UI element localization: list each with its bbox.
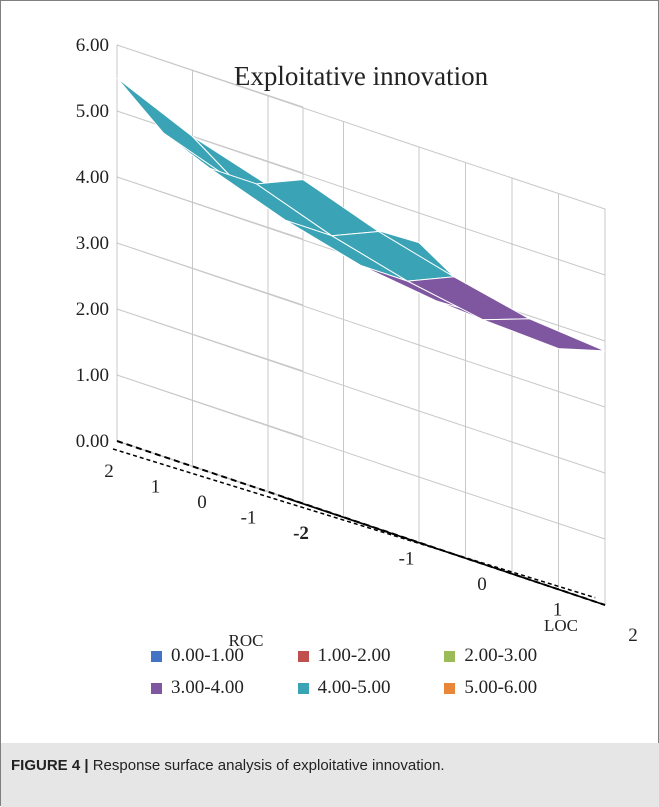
legend-item: 2.00-3.00 [444, 645, 591, 667]
legend-swatch [297, 650, 309, 662]
y-axis-ticks: -1 0 1 2 [399, 549, 638, 647]
z-tick-label: 6.00 [76, 35, 109, 56]
chart-legend: 0.00-1.00 1.00-2.00 2.00-3.00 3.00-4.00 4.0… [151, 645, 591, 709]
y-tick-label: 1 [553, 600, 563, 621]
floor-reference-line [116, 440, 606, 606]
x-tick-label: 0 [197, 492, 207, 513]
legend-swatch [444, 682, 456, 694]
chart-title: Exploitative innovation [234, 61, 489, 91]
legend-swatch [297, 682, 309, 694]
legend-swatch [444, 650, 456, 662]
surface-cell [116, 77, 240, 186]
caption-text: FIGURE 4 | Response surface analysis of … [11, 757, 445, 774]
legend-item: 4.00-5.00 [297, 677, 445, 699]
surface-cell [482, 318, 606, 352]
wall-grid-line [116, 110, 606, 276]
x-tick-label: 1 [151, 477, 161, 498]
legend-item: 1.00-2.00 [297, 645, 445, 667]
y-tick-label: 0 [477, 574, 487, 595]
wall-grid-line [116, 374, 606, 540]
legend-label: 3.00-4.00 [171, 677, 244, 698]
legend-swatch [151, 682, 162, 694]
z-tick-label: 5.00 [76, 101, 109, 122]
figure-caption: FIGURE 4 | Response surface analysis of … [1, 743, 659, 807]
wall-grid-line [116, 308, 606, 474]
legend-item: 5.00-6.00 [444, 677, 591, 699]
legend-item: 0.00-1.00 [151, 645, 298, 667]
legend-swatch [151, 650, 162, 662]
response-surface [116, 77, 606, 352]
x-axis-title: ROC [229, 631, 264, 650]
z-tick-label: 1.00 [76, 365, 109, 386]
legend-label: 0.00-1.00 [171, 645, 244, 666]
surface-chart: Exploitative innovation 0.00 1.00 2.00 3.00… [76, 35, 638, 650]
caption-body: Response surface analysis of exploitativ… [88, 757, 445, 774]
x-axis-ticks: 2 1 0 -1 -2 [104, 461, 309, 544]
y-axis-title: LOC [544, 616, 578, 635]
z-tick-label: 0.00 [76, 431, 109, 452]
z-tick-label: 2.00 [76, 299, 109, 320]
caption-label: FIGURE 4 | [11, 757, 89, 774]
x-tick-label: -1 [241, 508, 257, 529]
wall-grid-line [116, 242, 606, 408]
wall-grid-line [116, 44, 606, 210]
legend-row: 0.00-1.00 1.00-2.00 2.00-3.00 [151, 645, 591, 667]
x-tick-label: 2 [104, 461, 114, 482]
floor-reference-line [112, 448, 596, 599]
chart-floor [112, 440, 606, 606]
y-tick-label: 2 [628, 625, 638, 646]
legend-label: 4.00-5.00 [317, 677, 391, 698]
legend-item: 3.00-4.00 [151, 677, 298, 699]
legend-label: 5.00-6.00 [464, 677, 538, 698]
legend-label: 2.00-3.00 [464, 645, 538, 666]
z-axis-ticks: 0.00 1.00 2.00 3.00 4.00 5.00 6.00 [76, 35, 109, 452]
y-tick-label: -1 [399, 549, 415, 570]
legend-label: 1.00-2.00 [317, 645, 391, 666]
legend-row: 3.00-4.00 4.00-5.00 5.00-6.00 [151, 677, 591, 699]
z-tick-label: 3.00 [76, 233, 109, 254]
z-tick-label: 4.00 [76, 167, 109, 188]
x-tick-label: -2 [293, 523, 309, 544]
